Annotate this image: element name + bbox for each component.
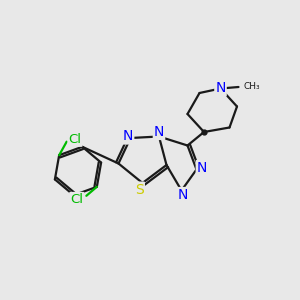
Text: S: S	[135, 183, 144, 196]
Text: CH₃: CH₃	[244, 82, 260, 91]
Text: N: N	[178, 188, 188, 202]
Text: N: N	[215, 82, 226, 95]
Text: Cl: Cl	[69, 133, 82, 146]
Text: N: N	[123, 130, 133, 143]
Text: Cl: Cl	[70, 193, 83, 206]
Text: N: N	[154, 125, 164, 139]
Text: N: N	[197, 161, 207, 175]
